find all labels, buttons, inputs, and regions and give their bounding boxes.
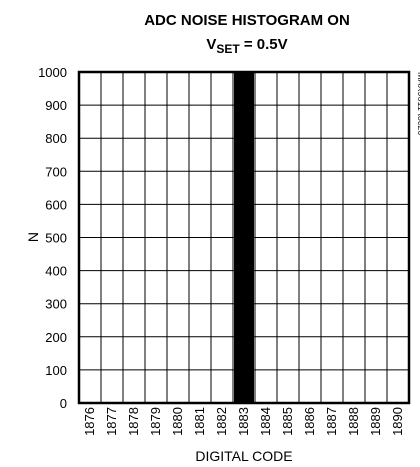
- x-tick-label: 1879: [148, 407, 163, 436]
- x-tick-label: 1890: [390, 407, 405, 436]
- bar-1883: [234, 72, 254, 403]
- x-axis-label: DIGITAL CODE: [195, 448, 292, 464]
- x-tick-label: 1880: [170, 407, 185, 436]
- x-tick-label: 1877: [104, 407, 119, 436]
- x-tick-label: 1887: [324, 407, 339, 436]
- y-tick-label: 700: [45, 164, 67, 179]
- y-tick-label: 100: [45, 363, 67, 378]
- x-tick-label: 1882: [214, 407, 229, 436]
- x-tick-labels: 1876 1877 1878 1879 1880 1881 1882 1883 1884 1885…: [82, 407, 405, 436]
- x-tick-label: 1883: [236, 407, 251, 436]
- bars: [234, 72, 254, 403]
- chart-title-line-1: ADC NOISE HISTOGRAM ON: [144, 12, 350, 29]
- chart-title-line-2: VSET = 0.5V: [206, 36, 287, 56]
- x-tick-label: 1881: [192, 407, 207, 436]
- y-tick-label: 600: [45, 197, 67, 212]
- y-tick-label: 800: [45, 131, 67, 146]
- y-tick-labels: 0 100 200 300 400 500 600 700 800 900 1000: [38, 65, 67, 411]
- y-tick-label: 900: [45, 98, 67, 113]
- y-tick-label: 200: [45, 330, 67, 345]
- plot-frame: [77, 70, 411, 405]
- y-tick-label: 1000: [38, 65, 67, 80]
- y-tick-label: 400: [45, 264, 67, 279]
- y-axis-label: N: [25, 232, 41, 242]
- x-tick-label: 1878: [126, 407, 141, 436]
- y-tick-label: 500: [45, 231, 67, 246]
- x-tick-label: 1889: [368, 407, 383, 436]
- y-tick-label: 0: [60, 396, 67, 411]
- x-tick-label: 1876: [82, 407, 97, 436]
- x-tick-label: 1886: [302, 407, 317, 436]
- y-tick-label: 300: [45, 297, 67, 312]
- x-tick-label: 1884: [258, 407, 273, 436]
- x-tick-label: 1885: [280, 407, 295, 436]
- figure-id: MAX9611 toc20: [416, 72, 420, 135]
- x-tick-label: 1888: [346, 407, 361, 436]
